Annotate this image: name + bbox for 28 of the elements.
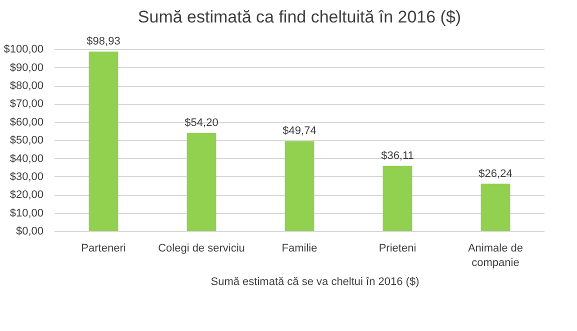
x-tick-label: Colegi de serviciu: [158, 242, 245, 254]
y-tick-label: $30,00: [10, 170, 44, 183]
chart-title: Sumă estimată ca find cheltuită în 2016 ($): [138, 8, 462, 26]
x-tick-label: Parteneri: [81, 242, 126, 254]
y-tick-label: $10,00: [10, 207, 44, 220]
data-label: $98,93: [86, 36, 120, 48]
y-tick-label: $50,00: [10, 134, 44, 147]
bar: [284, 141, 314, 232]
data-label: $26,24: [478, 168, 512, 180]
data-label: $54,20: [184, 116, 218, 129]
x-tick-label: Familie: [282, 242, 318, 254]
y-tick-label: $70,00: [10, 98, 44, 110]
y-tick-label: $40,00: [10, 152, 44, 165]
x-tick-label: Animale de companie: [468, 242, 524, 269]
y-tick-label: $0,00: [16, 226, 44, 238]
y-tick-label: $20,00: [10, 189, 44, 202]
bar: [88, 52, 118, 232]
data-label: $49,74: [282, 125, 316, 138]
y-tick-label: $60,00: [10, 116, 44, 128]
bar: [186, 132, 216, 232]
bar: [480, 184, 510, 232]
text: Sumă estimată că se va cheltui în 2016 ($): [210, 276, 420, 288]
y-tick-label: $80,00: [10, 80, 44, 92]
y-tick-label: $90,00: [10, 62, 44, 74]
data-label: $36,11: [381, 150, 414, 162]
y-tick-label: $100,00: [4, 44, 44, 56]
x-tick-label: Prieteni: [378, 242, 416, 254]
bar: [382, 166, 412, 232]
